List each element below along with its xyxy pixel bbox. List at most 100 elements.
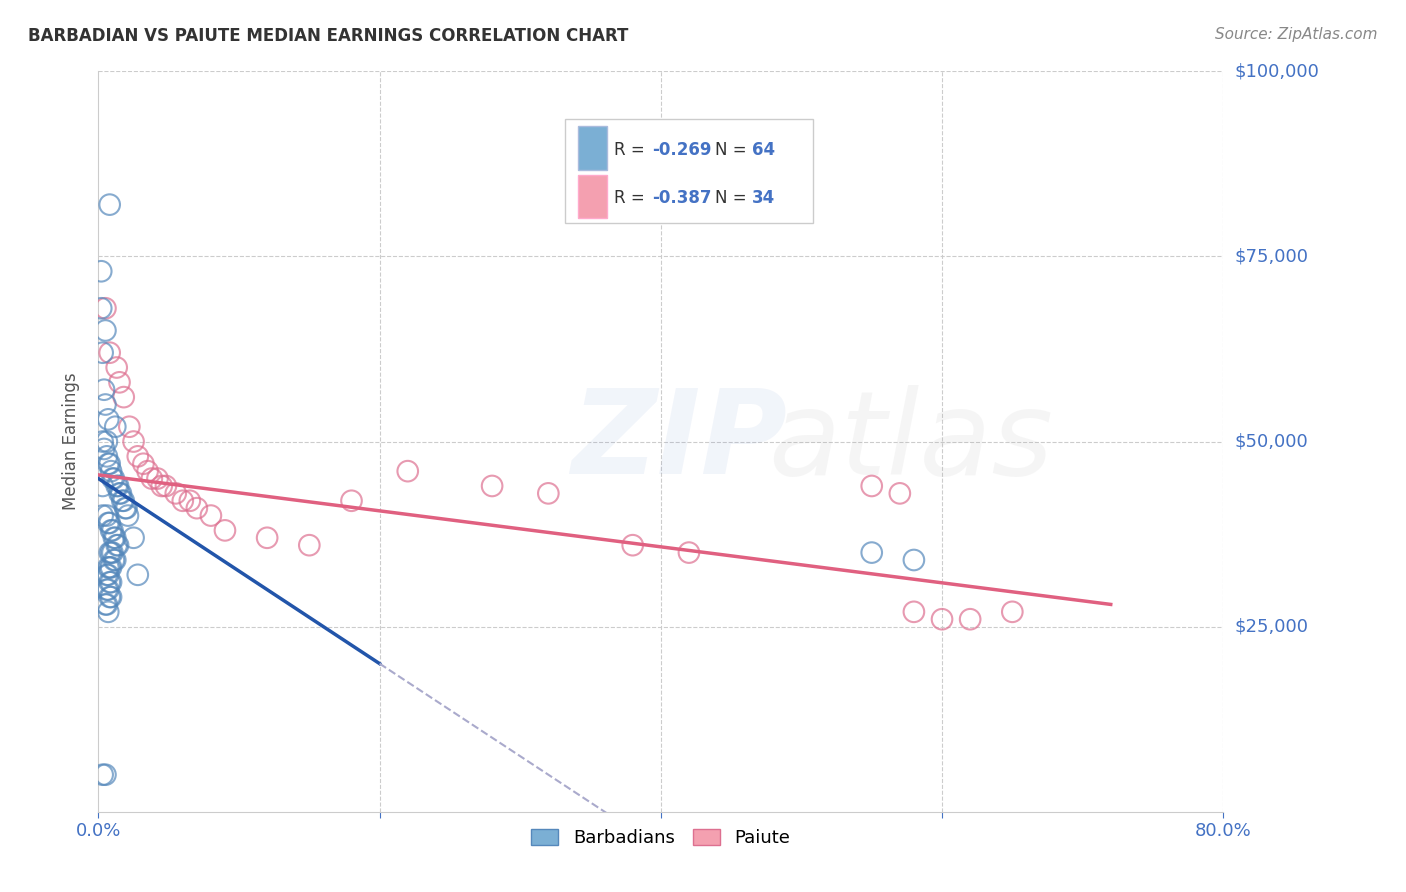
Point [903,605,925,619]
Text: N =: N = [714,141,752,159]
Point [96,567,118,582]
Point [104,531,127,545]
Point [114,501,136,516]
Text: $100,000: $100,000 [1234,62,1319,80]
Point [117,508,139,523]
Point [105,479,128,493]
Point [112,390,135,404]
Point [860,479,883,493]
Point [172,493,194,508]
Point [103,531,125,545]
Point [112,493,135,508]
Point [860,545,883,560]
Point [110,486,132,500]
Point [91,479,114,493]
Point [96,598,118,612]
Point [97,457,120,471]
Point [537,486,560,500]
Point [200,508,222,523]
Point [132,457,155,471]
Point [91,508,114,523]
Point [155,479,177,493]
Point [214,524,236,538]
Point [903,553,925,567]
Point [107,479,129,493]
Point [94,398,117,412]
Text: -0.269: -0.269 [652,141,711,159]
Point [94,324,117,338]
Point [100,464,122,478]
Point [98,457,121,471]
Text: BARBADIAN VS PAIUTE MEDIAN EARNINGS CORRELATION CHART: BARBADIAN VS PAIUTE MEDIAN EARNINGS CORR… [28,27,628,45]
Text: $75,000: $75,000 [1234,247,1309,266]
Text: Source: ZipAtlas.com: Source: ZipAtlas.com [1215,27,1378,42]
Point [94,301,117,316]
Point [678,545,700,560]
Point [96,582,118,597]
Point [108,486,131,500]
Point [127,450,149,464]
FancyBboxPatch shape [578,175,607,219]
Point [127,567,149,582]
Point [93,442,115,456]
Point [186,501,208,516]
Point [100,575,122,590]
Point [98,345,121,359]
Text: ZIP: ZIP [571,384,787,499]
Point [931,612,953,626]
Point [959,612,981,626]
Point [91,345,114,359]
Point [96,434,118,449]
Point [298,538,321,552]
Y-axis label: Median Earnings: Median Earnings [62,373,80,510]
Point [100,560,122,574]
Point [118,419,141,434]
Point [98,197,121,211]
Point [107,538,129,552]
Text: $50,000: $50,000 [1234,433,1308,450]
Point [256,531,278,545]
Text: R =: R = [613,189,650,207]
Point [146,471,169,485]
Point [481,479,503,493]
Text: N =: N = [714,189,752,207]
Point [98,545,121,560]
Point [108,376,131,390]
Point [100,524,122,538]
Point [115,501,138,516]
Point [396,464,419,478]
Point [96,508,118,523]
FancyBboxPatch shape [565,120,813,223]
Point [179,493,201,508]
Text: R =: R = [613,141,650,159]
Point [101,524,124,538]
Point [98,560,121,574]
Point [105,360,128,375]
Point [97,560,120,574]
Point [97,605,120,619]
Text: 34: 34 [752,189,775,207]
Point [94,598,117,612]
Point [98,590,121,604]
Text: 64: 64 [752,141,775,159]
Legend: Barbadians, Paiute: Barbadians, Paiute [524,822,797,855]
Text: atlas: atlas [768,384,1053,499]
Point [122,531,145,545]
Point [141,471,163,485]
Point [97,412,120,426]
Point [1001,605,1024,619]
Point [97,567,120,582]
FancyBboxPatch shape [578,127,607,170]
Point [93,383,115,397]
Point [101,545,124,560]
Point [97,516,120,530]
Point [165,486,187,500]
Point [104,553,127,567]
Point [340,493,363,508]
Point [91,767,114,781]
Point [105,538,128,552]
Point [150,479,173,493]
Point [100,590,122,604]
Point [90,301,112,316]
Text: -0.387: -0.387 [652,189,711,207]
